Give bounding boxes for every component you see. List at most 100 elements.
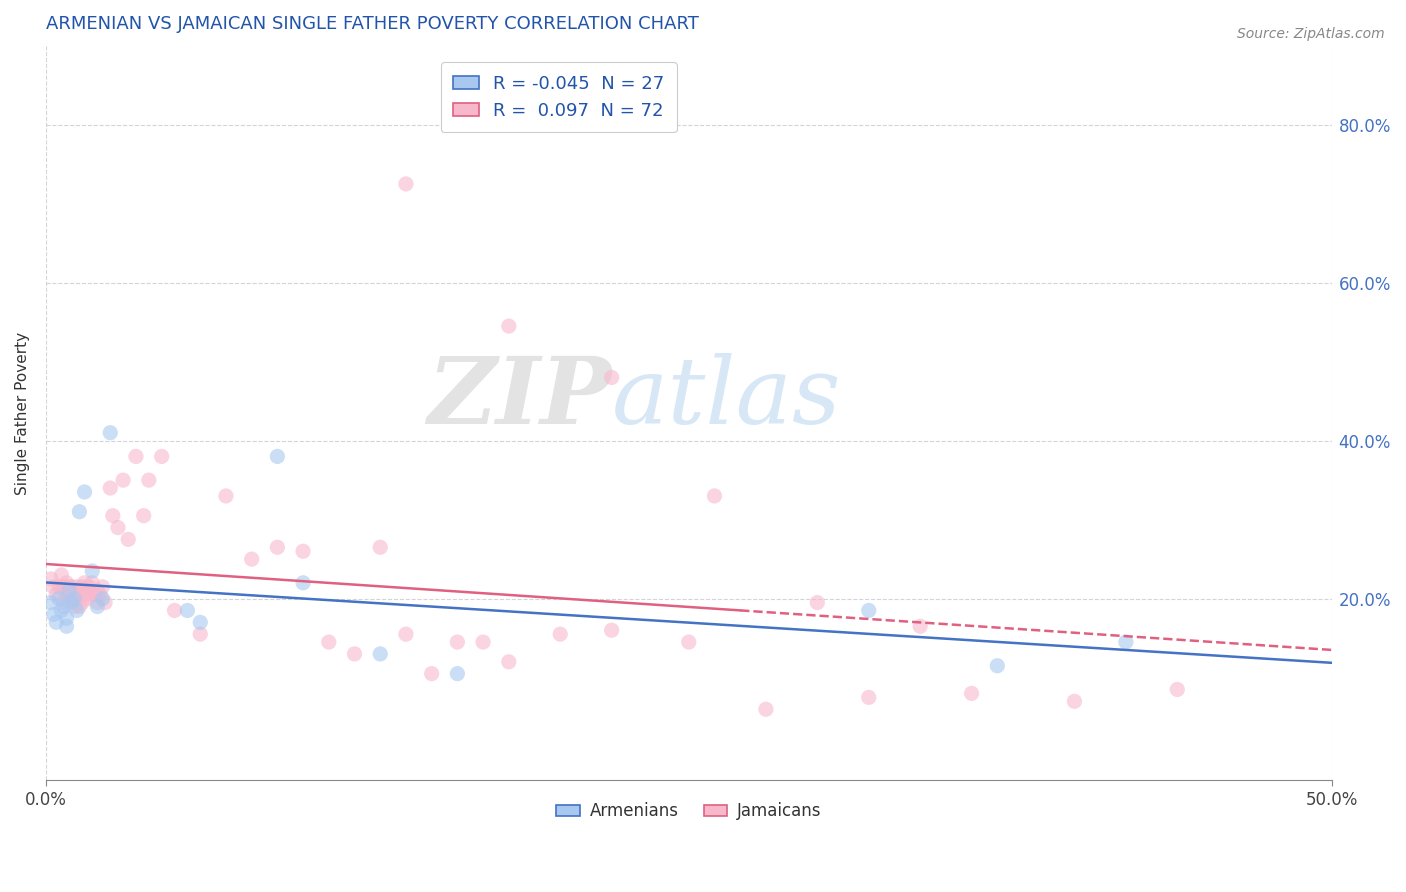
Point bbox=[292, 575, 315, 590]
Point bbox=[51, 568, 73, 582]
Point bbox=[55, 575, 77, 590]
Point bbox=[107, 520, 129, 534]
Point bbox=[472, 635, 495, 649]
Point bbox=[908, 619, 931, 633]
Point bbox=[266, 450, 288, 464]
Point bbox=[83, 588, 105, 602]
Point bbox=[86, 599, 108, 614]
Point bbox=[63, 599, 86, 614]
Point bbox=[548, 627, 571, 641]
Point bbox=[79, 580, 101, 594]
Point bbox=[42, 580, 65, 594]
Point bbox=[94, 596, 117, 610]
Point bbox=[703, 489, 725, 503]
Point bbox=[600, 370, 623, 384]
Point bbox=[138, 473, 160, 487]
Text: ZIP: ZIP bbox=[427, 353, 612, 443]
Point bbox=[63, 591, 86, 606]
Point bbox=[755, 702, 778, 716]
Point bbox=[1166, 682, 1188, 697]
Point bbox=[67, 505, 90, 519]
Point bbox=[446, 666, 468, 681]
Text: atlas: atlas bbox=[612, 353, 841, 443]
Point bbox=[91, 591, 114, 606]
Point bbox=[368, 647, 391, 661]
Point bbox=[66, 591, 89, 606]
Point bbox=[52, 580, 75, 594]
Point bbox=[806, 596, 828, 610]
Point bbox=[76, 580, 98, 594]
Point bbox=[55, 611, 77, 625]
Point bbox=[91, 580, 114, 594]
Point bbox=[42, 607, 65, 622]
Point bbox=[55, 588, 77, 602]
Point bbox=[176, 603, 198, 617]
Legend: Armenians, Jamaicans: Armenians, Jamaicans bbox=[550, 796, 828, 827]
Point bbox=[125, 450, 148, 464]
Point bbox=[266, 541, 288, 555]
Text: ARMENIAN VS JAMAICAN SINGLE FATHER POVERTY CORRELATION CHART: ARMENIAN VS JAMAICAN SINGLE FATHER POVER… bbox=[46, 15, 699, 33]
Point bbox=[60, 596, 83, 610]
Point bbox=[368, 541, 391, 555]
Point bbox=[188, 615, 211, 630]
Point bbox=[678, 635, 700, 649]
Point bbox=[82, 575, 104, 590]
Point bbox=[960, 686, 983, 700]
Point bbox=[117, 533, 139, 547]
Point bbox=[48, 591, 70, 606]
Point bbox=[343, 647, 366, 661]
Point bbox=[86, 583, 108, 598]
Point bbox=[58, 591, 80, 606]
Point bbox=[292, 544, 315, 558]
Point bbox=[52, 599, 75, 614]
Point bbox=[55, 619, 77, 633]
Point bbox=[52, 596, 75, 610]
Point bbox=[986, 658, 1008, 673]
Point bbox=[70, 580, 93, 594]
Point bbox=[163, 603, 186, 617]
Point bbox=[73, 485, 96, 500]
Point bbox=[1115, 635, 1137, 649]
Point bbox=[82, 564, 104, 578]
Point bbox=[498, 319, 520, 334]
Point bbox=[420, 666, 443, 681]
Point bbox=[98, 481, 121, 495]
Point bbox=[395, 627, 418, 641]
Point bbox=[73, 575, 96, 590]
Point bbox=[67, 583, 90, 598]
Point bbox=[39, 596, 62, 610]
Point bbox=[318, 635, 340, 649]
Point bbox=[98, 425, 121, 440]
Point bbox=[67, 599, 90, 614]
Point bbox=[132, 508, 155, 523]
Point bbox=[858, 690, 880, 705]
Point bbox=[39, 572, 62, 586]
Point bbox=[498, 655, 520, 669]
Point bbox=[76, 591, 98, 606]
Point bbox=[240, 552, 263, 566]
Point bbox=[60, 591, 83, 606]
Text: Source: ZipAtlas.com: Source: ZipAtlas.com bbox=[1237, 27, 1385, 41]
Point bbox=[858, 603, 880, 617]
Point bbox=[45, 615, 67, 630]
Point bbox=[446, 635, 468, 649]
Point bbox=[70, 596, 93, 610]
Point bbox=[600, 624, 623, 638]
Point bbox=[82, 588, 104, 602]
Point bbox=[58, 583, 80, 598]
Point bbox=[1063, 694, 1085, 708]
Point bbox=[215, 489, 238, 503]
Point bbox=[51, 580, 73, 594]
Point bbox=[45, 588, 67, 602]
Point bbox=[112, 473, 135, 487]
Point bbox=[63, 588, 86, 602]
Point bbox=[150, 450, 173, 464]
Point bbox=[48, 580, 70, 594]
Point bbox=[101, 508, 124, 523]
Y-axis label: Single Father Poverty: Single Father Poverty bbox=[15, 332, 30, 494]
Point bbox=[395, 177, 418, 191]
Point bbox=[51, 603, 73, 617]
Point bbox=[86, 596, 108, 610]
Point bbox=[58, 580, 80, 594]
Point bbox=[89, 588, 111, 602]
